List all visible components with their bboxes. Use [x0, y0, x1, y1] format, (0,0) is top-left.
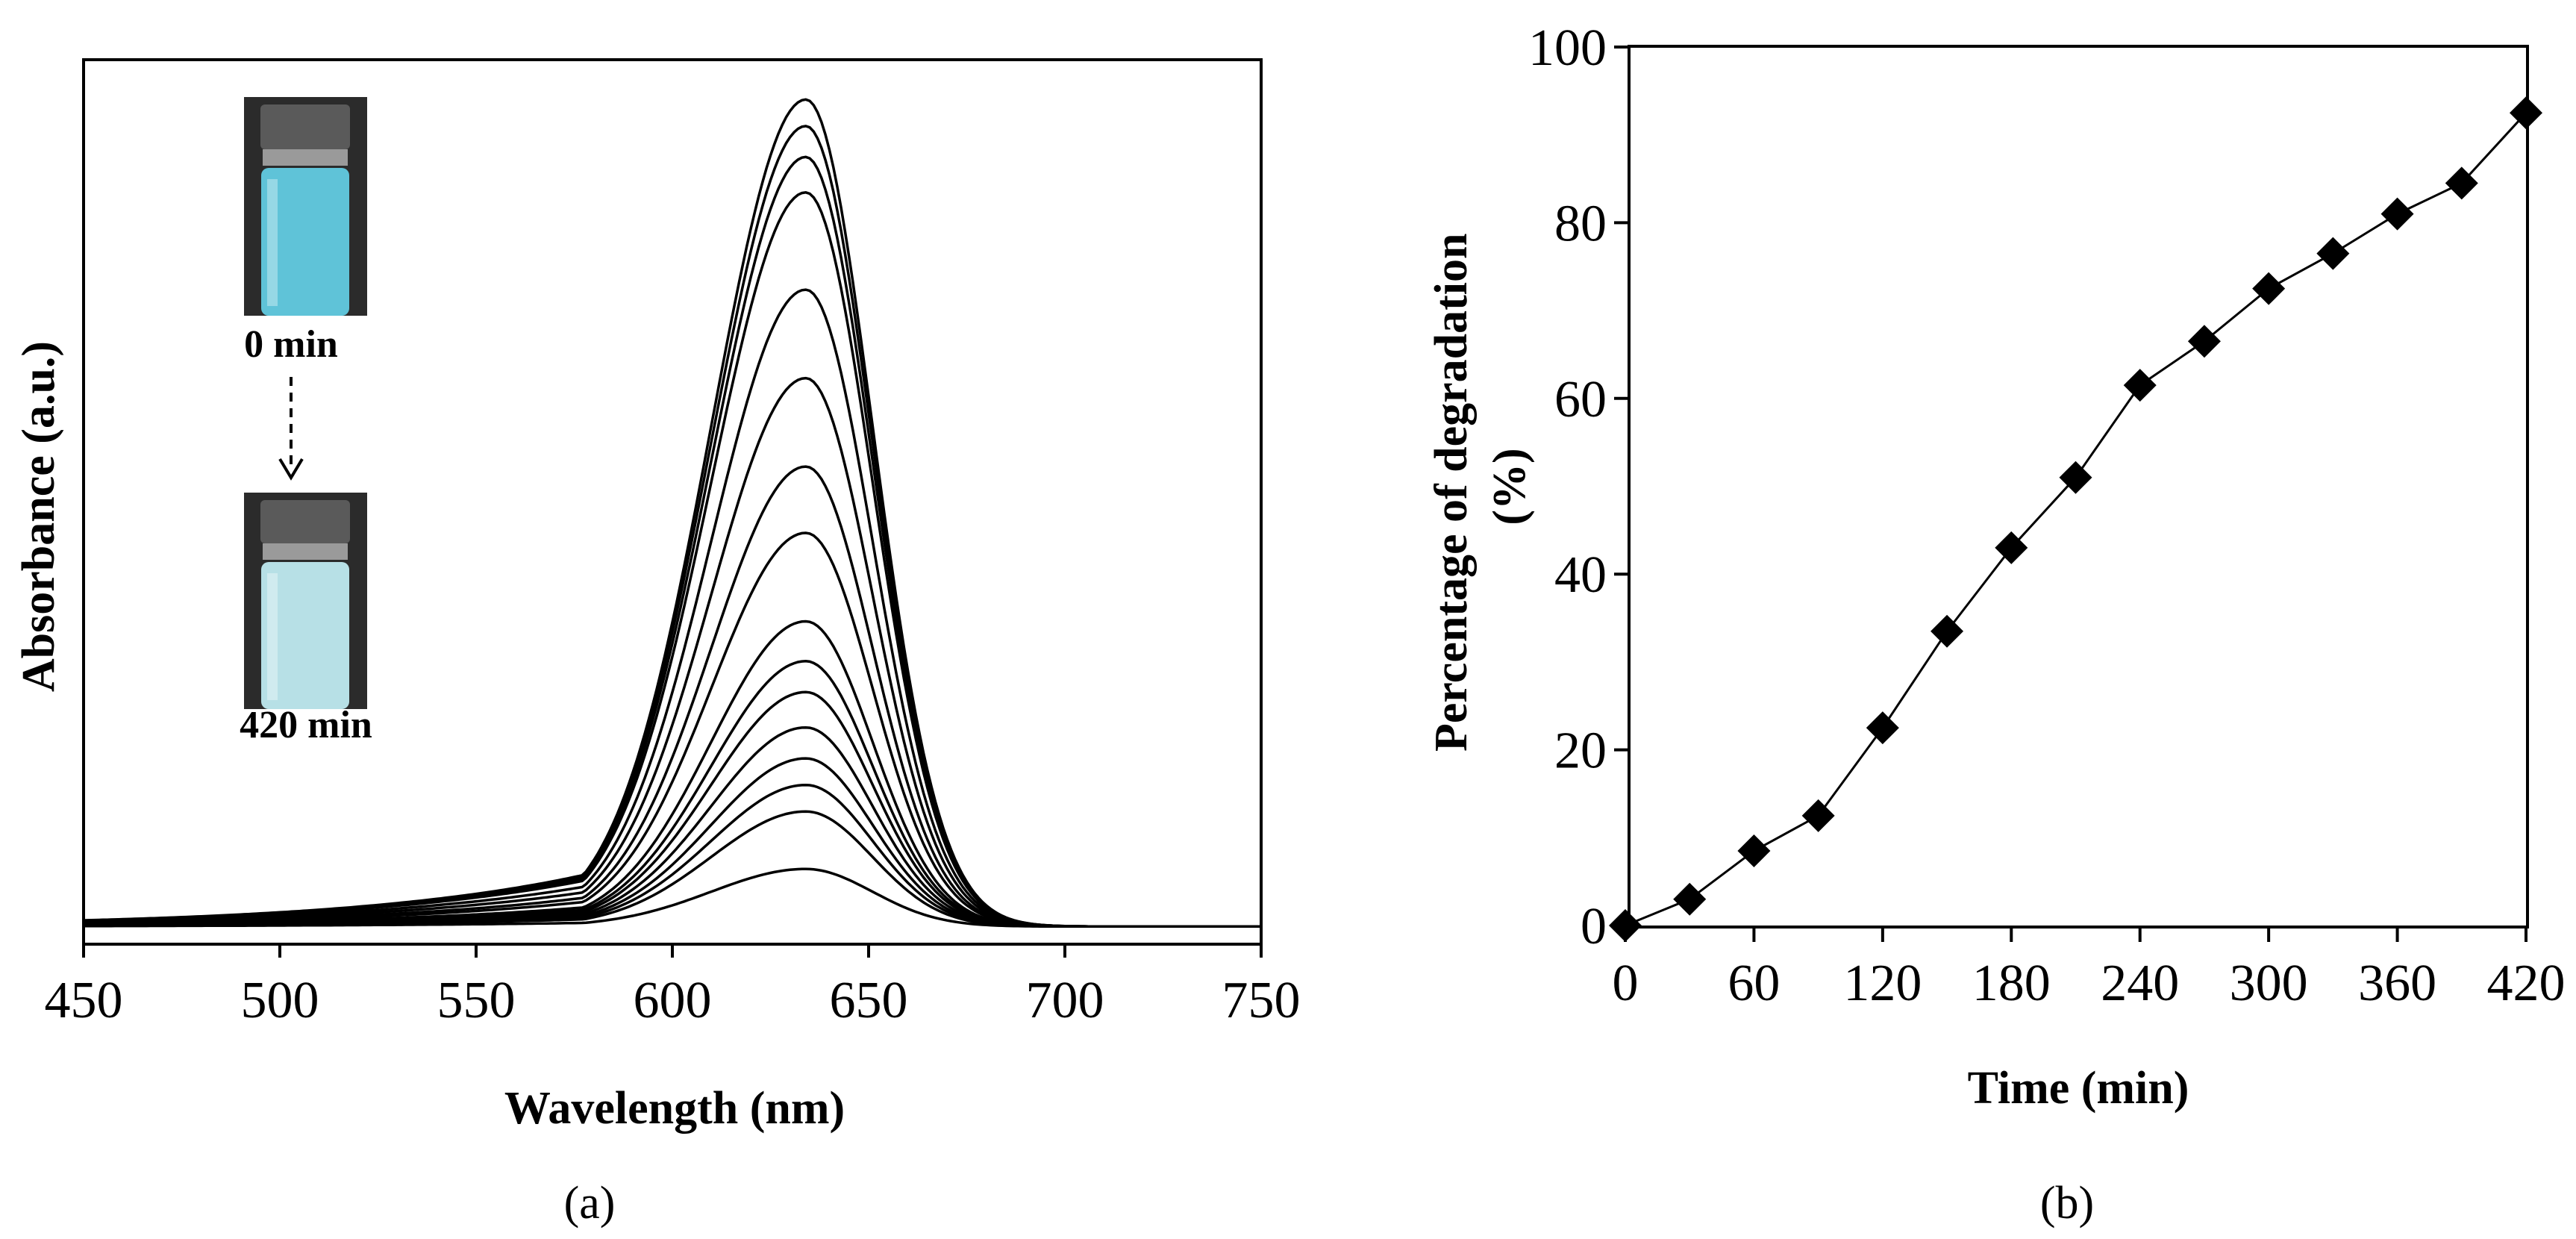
vial-inset: 0 min 420 min	[240, 97, 372, 746]
data-point-diamond	[1673, 882, 1707, 916]
panel-b-x-tick-label: 300	[2230, 955, 2308, 1012]
panel-b-x-ticks: 0 60 120 180 240 300 360 420	[1613, 927, 2566, 1012]
panel-b-degradation: 0 60 120 180 240 300 360 420 0 20 40 60 80 100 Time …	[1426, 19, 2566, 1229]
data-point-diamond	[2445, 166, 2478, 200]
panel-a-x-tick-label: 750	[1222, 972, 1301, 1029]
data-point-diamond	[1801, 799, 1835, 832]
panel-b-x-tick-label: 360	[2358, 955, 2436, 1012]
panel-a-x-tick-label: 700	[1026, 972, 1104, 1029]
panel-b-x-axis-label: Time (min)	[1968, 1063, 2189, 1114]
panel-a-x-axis-label: Wavelength (nm)	[504, 1083, 845, 1134]
vial-end-label: 420 min	[240, 704, 372, 746]
panel-b-x-tick-label: 180	[1972, 955, 2051, 1012]
panel-b-y-axis-label-line2: (%)	[1484, 448, 1535, 525]
panel-b-label: (b)	[2040, 1178, 2094, 1229]
degradation-series-line	[1625, 112, 2527, 927]
panel-b-frame	[1628, 45, 2529, 929]
panel-a-curves	[83, 98, 1261, 929]
panel-b-y-tick-label: 80	[1554, 195, 1607, 252]
data-point-diamond	[2123, 369, 2157, 402]
vial-start-image	[244, 97, 367, 316]
panel-a-x-tick-label: 550	[437, 972, 516, 1029]
panel-b-x-tick-label: 240	[2101, 955, 2179, 1012]
panel-a-x-tick-label: 600	[634, 972, 712, 1029]
panel-a-x-ticks: 450 500 550 600 650 700 750	[45, 944, 1301, 1029]
data-point-diamond	[1737, 834, 1771, 867]
panel-b-y-tick-label: 60	[1554, 371, 1607, 428]
panel-b-y-tick-label: 100	[1528, 19, 1607, 77]
panel-a-x-tick-label: 500	[241, 972, 319, 1029]
vial-start-label: 0 min	[244, 323, 338, 366]
panel-b-y-tick-label: 0	[1581, 898, 1607, 955]
panel-a-label: (a)	[564, 1178, 616, 1229]
degradation-points	[1609, 96, 2542, 942]
data-point-diamond	[2316, 237, 2350, 270]
data-point-diamond	[2252, 272, 2286, 305]
panel-a-y-axis-label: Absorbance (a.u.)	[13, 341, 64, 692]
panel-b-y-tick-label: 20	[1554, 723, 1607, 780]
data-point-diamond	[1866, 711, 1899, 745]
panel-a-spectra: 450 500 550 600 650 700 750 Wavelength (nm) Ab…	[13, 58, 1301, 1229]
data-point-diamond	[2380, 197, 2414, 231]
vial-end-image	[244, 493, 367, 709]
data-point-diamond	[1931, 614, 1964, 648]
panel-b-x-tick-label: 0	[1613, 955, 1639, 1012]
time-arrow-head-icon	[278, 458, 304, 481]
panel-b-x-tick-label: 120	[1843, 955, 1922, 1012]
panel-b-y-axis-label-line1: Percentage of degradation	[1426, 234, 1477, 752]
data-point-diamond	[2059, 461, 2092, 494]
spectrum-curve	[84, 867, 1261, 929]
panel-a-x-tick-label: 650	[830, 972, 908, 1029]
panel-b-x-tick-label: 420	[2487, 955, 2566, 1012]
panel-b-y-tick-label: 40	[1554, 546, 1607, 604]
panel-b-y-ticks: 0 20 40 60 80 100	[1528, 19, 1629, 955]
panel-b-x-tick-label: 60	[1728, 955, 1780, 1012]
data-point-diamond	[2187, 325, 2221, 358]
panel-b-y-axis-label: Percentage of degradation (%)	[1426, 222, 1535, 752]
data-point-diamond	[1995, 531, 2028, 564]
data-point-diamond	[2510, 96, 2542, 130]
panel-a-x-tick-label: 450	[45, 972, 123, 1029]
